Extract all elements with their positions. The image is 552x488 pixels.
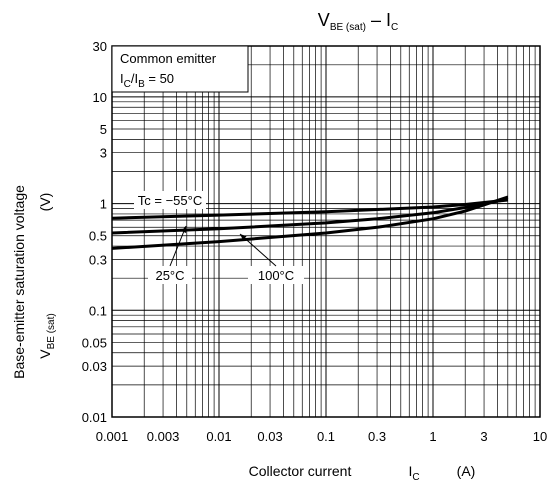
- y-tick-label: 0.3: [89, 252, 107, 267]
- series-lines: [111, 195, 509, 250]
- svg-text:(V): (V): [37, 193, 53, 212]
- condition-line1: Common emitter: [120, 51, 217, 66]
- x-tick-label: 0.1: [317, 429, 335, 444]
- y-tick-label: 30: [93, 39, 107, 54]
- x-tick-label: 0.003: [147, 429, 180, 444]
- y-tick-label: 10: [93, 90, 107, 105]
- x-tick-label: 10: [533, 429, 547, 444]
- chart-title: VBE (sat) – IC: [318, 10, 398, 33]
- y-tick-label: 0.1: [89, 303, 107, 318]
- arrow-icon: [181, 226, 187, 233]
- x-tick-label: 3: [480, 429, 487, 444]
- x-axis-label: Collector current IC (A): [249, 463, 476, 483]
- series-line-1: [111, 197, 509, 235]
- y-axis-label-symbol: VBE (sat) (V): [37, 193, 57, 359]
- x-tick-label: 1: [429, 429, 436, 444]
- y-tick-label: 5: [100, 122, 107, 137]
- y-tick-label: 0.5: [89, 229, 107, 244]
- annotation-2: 100°C: [239, 233, 304, 284]
- plot-grid: [111, 45, 541, 418]
- annotation-label-2: 100°C: [258, 268, 294, 283]
- y-tick-label: 0.03: [82, 359, 107, 374]
- y-tick-label: 3: [100, 146, 107, 161]
- x-tick-label: 0.01: [206, 429, 231, 444]
- annotation-label-1: 25°C: [155, 268, 184, 283]
- series-annotations: Tc = −55°C 25°C 100°C: [134, 191, 304, 284]
- x-tick-label: 0.001: [96, 429, 129, 444]
- svg-text:(A): (A): [457, 463, 476, 479]
- y-tick-label: 0.01: [82, 410, 107, 425]
- condition-ratio: IC/IB = 50: [120, 71, 174, 90]
- svg-text:Base-emitter saturation voltag: Base-emitter saturation voltage: [11, 185, 27, 379]
- y-tick-labels: 0.01 0.03 0.05 0.1 0.3 0.5 1 3 5 10 30: [82, 39, 107, 425]
- x-tick-labels: 0.001 0.003 0.01 0.03 0.1 0.3 1 3 10: [96, 429, 548, 444]
- svg-text:VBE (sat): VBE (sat): [37, 313, 57, 358]
- annotation-0: Tc = −55°C: [134, 191, 206, 209]
- svg-text:IC: IC: [408, 463, 419, 483]
- series-line-0: [111, 198, 508, 220]
- x-tick-label: 0.3: [368, 429, 386, 444]
- series-line-2: [111, 195, 509, 250]
- y-tick-label: 0.05: [82, 335, 107, 350]
- y-tick-label: 1: [100, 197, 107, 212]
- condition-box: Common emitter IC/IB = 50: [111, 45, 249, 93]
- annotation-label-0: Tc = −55°C: [138, 193, 202, 208]
- svg-text:Collector current: Collector current: [249, 463, 352, 479]
- arrow-icon: [240, 234, 247, 241]
- y-axis-label: Base-emitter saturation voltage: [11, 185, 27, 379]
- x-tick-label: 0.03: [257, 429, 282, 444]
- annotation-1: 25°C: [148, 225, 192, 284]
